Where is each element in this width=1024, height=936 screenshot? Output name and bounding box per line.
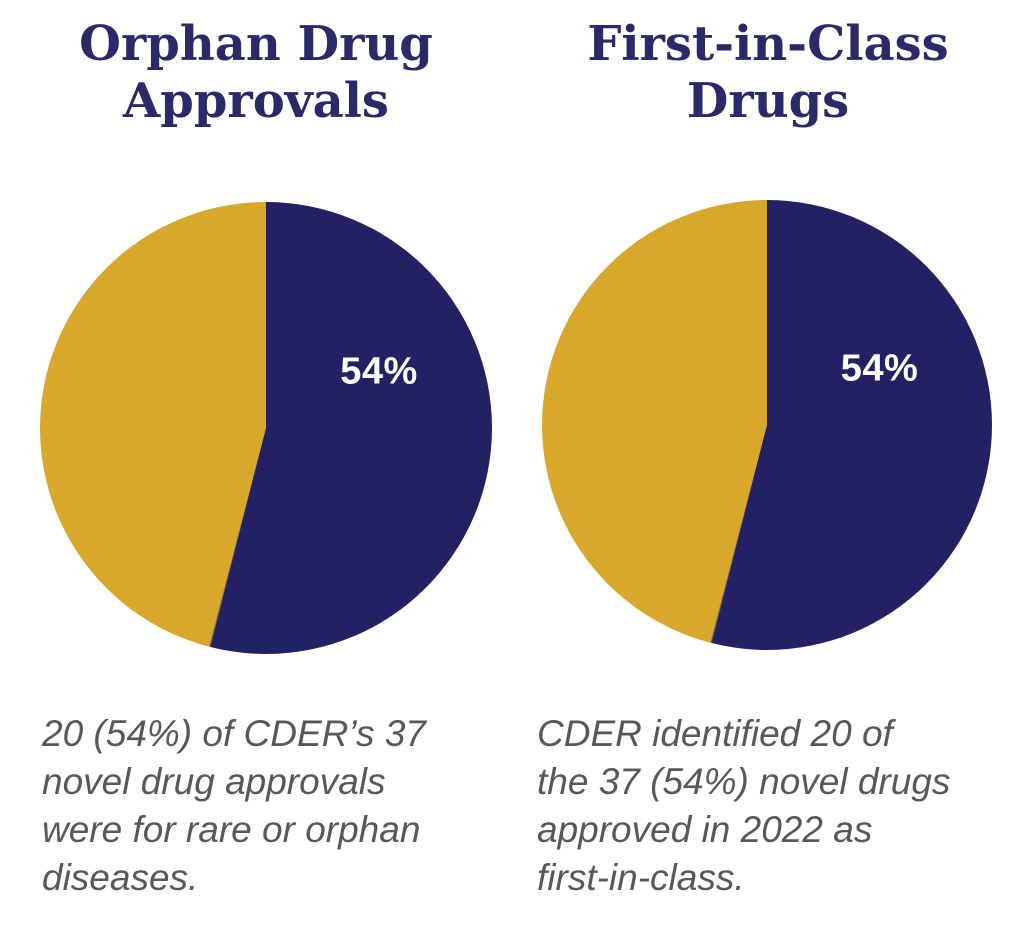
pie-slice-percentage-label: 54% xyxy=(340,350,418,392)
chart-title-first-in-class-drugs: First-in-Class Drugs xyxy=(587,16,949,129)
chart-caption-orphan-drug-approvals: 20 (54%) of CDER’s 37 novel drug approval… xyxy=(42,713,426,898)
pie-chart-orphan-drug-approvals: 54% xyxy=(40,202,492,654)
chart-title-orphan-drug-approvals: Orphan Drug Approvals xyxy=(79,16,433,129)
chart-panel-orphan-drug-approvals: Orphan Drug Approvals 54% 20 (54%) of CDE… xyxy=(40,16,492,898)
chart-caption-first-in-class-drugs: CDER identified 20 of the 37 (54%) novel … xyxy=(537,713,951,898)
pie-slice-percentage-label: 54% xyxy=(840,347,919,390)
pie-chart-first-in-class-drugs: 54% xyxy=(542,200,992,650)
chart-panel-first-in-class-drugs: First-in-Class Drugs 54% CDER identified … xyxy=(512,0,1024,936)
